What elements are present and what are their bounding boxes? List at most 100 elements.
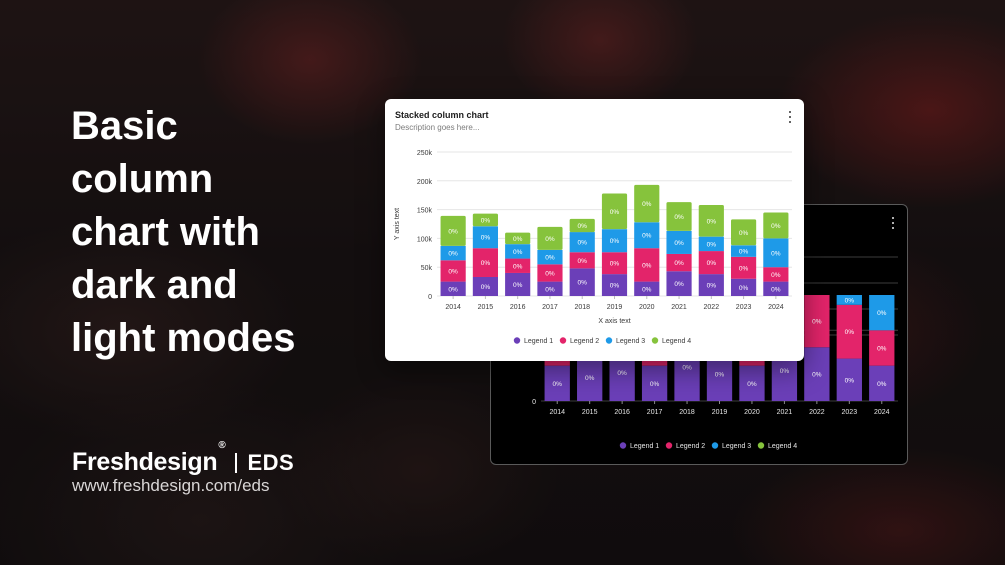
bar-segment: [698, 236, 724, 252]
bar-segment: [634, 248, 660, 282]
bar-segment: [544, 365, 570, 401]
data-label: 0%: [448, 228, 458, 235]
legend-swatch: [513, 337, 521, 344]
bar-segment: [804, 347, 830, 401]
bar-segment: [505, 244, 531, 259]
data-label: 0%: [448, 286, 458, 293]
data-label: 0%: [877, 381, 887, 388]
data-label: 0%: [739, 265, 749, 272]
bar-segment: [569, 268, 595, 296]
x-tick-label: 2015: [478, 304, 494, 311]
data-label: 0%: [707, 260, 717, 267]
data-label: 0%: [617, 370, 627, 377]
data-label: 0%: [674, 214, 684, 221]
light-stacked-column-chart: 0 50k 100k 150k 200k 250k 0% 0% 0% 0% 2014 0% 0% 0% 0%…: [394, 150, 792, 345]
x-tick-label: 2024: [874, 409, 890, 416]
data-label: 0%: [481, 260, 491, 267]
bar-segment: [666, 202, 692, 231]
x-tick-label: 2017: [647, 409, 663, 416]
bar-segment: [505, 232, 531, 245]
bar-segment: [472, 248, 498, 277]
y-tick-label: 0: [428, 294, 432, 301]
data-label: 0%: [707, 241, 717, 248]
headline-line: column: [71, 157, 214, 201]
brand-logo: Freshdesign® EDS: [72, 440, 294, 477]
bar-segment: [440, 215, 466, 246]
bar-segment: [869, 330, 895, 366]
x-tick-label: 2014: [549, 409, 565, 416]
brand-divider: [235, 452, 238, 473]
brand-name: Freshdesign®: [72, 440, 226, 476]
legend-swatch: [619, 442, 627, 449]
data-label: 0%: [674, 281, 684, 288]
legend-swatch: [665, 442, 673, 449]
y-axis-label: Y axis text: [394, 208, 401, 240]
bar-segment: [601, 229, 628, 253]
x-tick-label: 2022: [809, 409, 825, 416]
legend-item: Legend 1: [524, 338, 553, 345]
bar-segment: [698, 251, 724, 275]
legend-swatch: [711, 442, 719, 449]
x-tick-label: 2020: [639, 304, 655, 311]
x-tick-label: 2016: [614, 409, 630, 416]
data-label: 0%: [707, 283, 717, 290]
chart-title: Stacked column chart: [395, 110, 489, 120]
data-label: 0%: [739, 249, 749, 256]
data-label: 0%: [610, 238, 620, 245]
x-tick-label: 2023: [736, 304, 752, 311]
data-label: 0%: [707, 218, 717, 225]
bar-segment: [763, 238, 789, 268]
x-tick-label: 2023: [842, 409, 858, 416]
x-tick-label: 2021: [671, 304, 687, 311]
chart-description: Description goes here...: [395, 123, 480, 132]
bar-segment: [472, 213, 498, 227]
bar-segment: [836, 295, 862, 305]
bar-segment: [505, 272, 531, 296]
x-tick-label: 2020: [744, 409, 760, 416]
bar-segment: [472, 276, 498, 296]
data-label: 0%: [650, 381, 660, 388]
bar-segment: [731, 245, 757, 257]
legend-item: Legend 2: [676, 443, 705, 450]
bar-segment: [666, 253, 692, 272]
bar-segment: [836, 358, 862, 401]
bar-segment: [577, 354, 603, 401]
kebab-menu-icon[interactable]: [788, 111, 792, 123]
y-tick-label: 200k: [417, 179, 433, 186]
legend-item: Legend 4: [662, 338, 691, 345]
data-label: 0%: [674, 240, 684, 247]
y-tick-label: 250k: [417, 150, 433, 157]
data-label: 0%: [771, 250, 781, 257]
bar-segment: [666, 230, 692, 254]
x-tick-label: 2022: [704, 304, 720, 311]
data-label: 0%: [578, 223, 588, 230]
data-label: 0%: [610, 261, 620, 268]
data-label: 0%: [715, 372, 725, 379]
data-label: 0%: [771, 286, 781, 293]
data-label: 0%: [771, 272, 781, 279]
data-label: 0%: [578, 280, 588, 287]
bar-segment: [601, 274, 628, 296]
legend-swatch: [651, 337, 659, 344]
headline-line: dark and: [71, 263, 238, 307]
bar-segment: [601, 252, 628, 275]
y-tick-label: 100k: [417, 236, 433, 243]
headline-line: light modes: [71, 316, 296, 360]
data-label: 0%: [747, 381, 757, 388]
x-tick-label: 2019: [712, 409, 728, 416]
data-label: 0%: [877, 310, 887, 317]
legend-item: Legend 1: [630, 443, 659, 450]
data-label: 0%: [812, 372, 822, 379]
bar-segment: [836, 304, 862, 359]
y-tick-label: 150k: [417, 208, 433, 215]
light-chart-card: Stacked column chart Description goes he…: [385, 99, 804, 361]
data-label: 0%: [610, 209, 620, 216]
data-label: 0%: [448, 251, 458, 258]
data-label: 0%: [682, 365, 692, 372]
headline: Basic column chart with dark and light m…: [71, 100, 371, 365]
kebab-menu-icon[interactable]: [891, 217, 895, 229]
bar-segment: [698, 204, 724, 237]
bar-segment: [634, 222, 660, 249]
data-label: 0%: [642, 201, 652, 208]
data-label: 0%: [812, 319, 822, 326]
